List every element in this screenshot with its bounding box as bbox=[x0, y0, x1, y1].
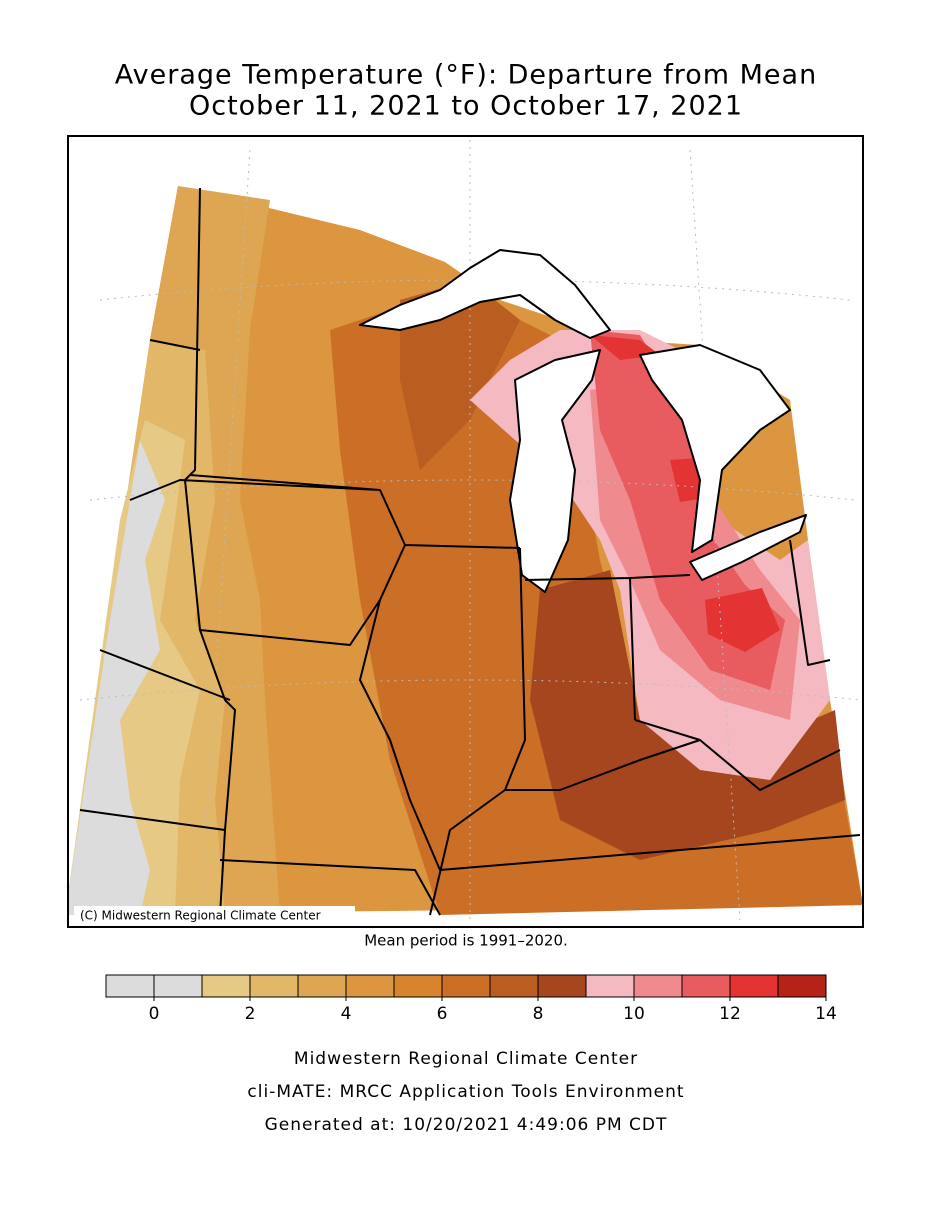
colorbar-tick-label: 8 bbox=[533, 1004, 544, 1024]
footer-line: Midwestern Regional Climate Center bbox=[294, 1049, 638, 1069]
colorbar-box bbox=[345, 974, 395, 998]
lake bbox=[359, 249, 611, 339]
map-shade bbox=[705, 588, 780, 652]
colorbar-tick-label: 6 bbox=[437, 1004, 448, 1024]
colorbar-box bbox=[249, 974, 299, 998]
lake bbox=[509, 349, 601, 593]
map-shade bbox=[68, 440, 165, 915]
state-border bbox=[79, 187, 861, 916]
colorbar-box bbox=[393, 974, 443, 998]
colorbar-tick-label: 2 bbox=[245, 1004, 256, 1024]
footer-line: cli-MATE: MRCC Application Tools Environ… bbox=[247, 1082, 684, 1102]
colorbar-box bbox=[489, 974, 539, 998]
colorbar-box bbox=[441, 974, 491, 998]
map: (C) Midwestern Regional Climate Center bbox=[67, 135, 864, 928]
map-shade bbox=[400, 280, 520, 470]
colorbar-box bbox=[585, 974, 635, 998]
colorbar-box bbox=[201, 974, 251, 998]
colorbar-tick-label: 14 bbox=[815, 1004, 837, 1024]
footer-line: Generated at: 10/20/2021 4:49:06 PM CDT bbox=[265, 1115, 668, 1135]
colorbar-tick-label: 10 bbox=[623, 1004, 645, 1024]
map-frame bbox=[67, 135, 864, 928]
colorbar-box bbox=[633, 974, 683, 998]
copyright-box bbox=[74, 906, 355, 926]
colorbar-tick-label: 0 bbox=[149, 1004, 160, 1024]
colorbar: 0 2 4 6 8 10 12 14 bbox=[105, 974, 837, 1024]
colorbar-box bbox=[297, 974, 347, 998]
colorbar-box bbox=[153, 974, 203, 998]
lake bbox=[639, 344, 791, 553]
colorbar-box bbox=[537, 974, 587, 998]
colorbar-box bbox=[777, 974, 827, 998]
colorbar-box bbox=[729, 974, 779, 998]
colorbar-box bbox=[681, 974, 731, 998]
title-line: Average Temperature (°F): Departure from… bbox=[115, 60, 817, 91]
colorbar-tick-label: 4 bbox=[341, 1004, 352, 1024]
graticule bbox=[79, 140, 861, 921]
colorbar-tick-label: 12 bbox=[719, 1004, 741, 1024]
title-line: October 11, 2021 to October 17, 2021 bbox=[189, 91, 743, 122]
copyright: (C) Midwestern Regional Climate Center bbox=[80, 909, 321, 923]
note: Mean period is 1991–2020. bbox=[364, 932, 568, 950]
lake bbox=[689, 514, 807, 581]
colorbar-box bbox=[105, 974, 155, 998]
